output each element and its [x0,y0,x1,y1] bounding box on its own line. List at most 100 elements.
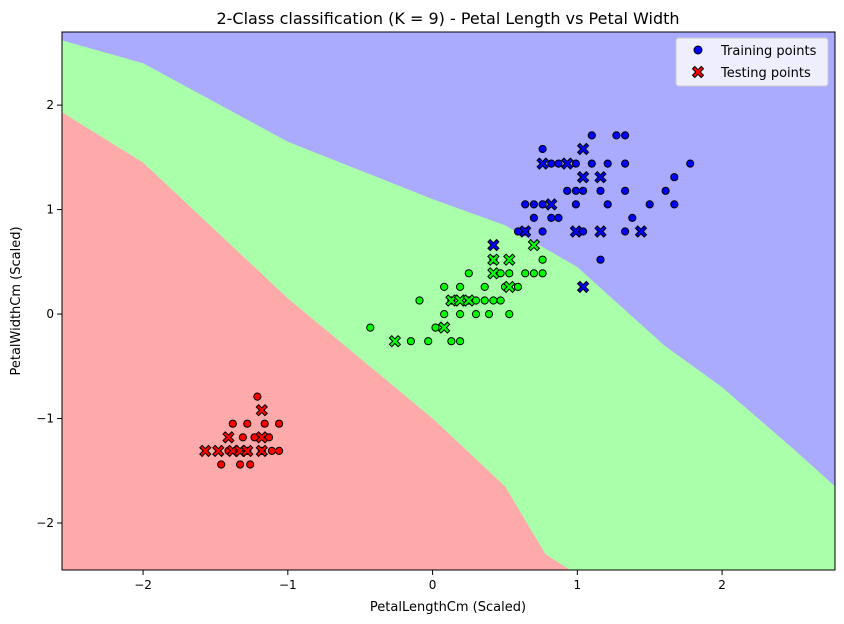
testing-point [594,170,607,184]
training-point [264,433,274,442]
testing-point [199,444,212,458]
training-point [246,460,255,469]
training-point [538,255,547,264]
training-point [440,282,449,291]
training-point [621,227,630,236]
x-tick-label: −2 [134,578,152,592]
y-tick-label: −2 [36,516,54,530]
testing-point [462,294,476,307]
y-axis-ticks: −2 −1 0 1 2 [36,98,62,530]
testing-point [437,321,451,334]
training-point [621,186,630,195]
testing-point [222,431,235,444]
training-point [538,227,547,236]
training-point [275,419,284,428]
training-point [243,419,252,428]
training-point [579,227,588,236]
training-point [250,433,259,442]
training-point [670,173,679,182]
y-tick-label: 0 [46,307,54,321]
training-point [621,131,630,140]
x-tick-label: 0 [429,578,437,592]
legend-testing-label: Testing points [720,66,811,81]
training-point [217,460,226,469]
training-point [587,159,596,168]
legend-training-label: Training points [720,44,817,59]
training-point [253,392,262,401]
training-point [621,159,630,168]
testing-point [634,225,648,238]
training-point [267,446,276,455]
chart-title: 2-Class classification (K = 9) - Petal L… [216,9,679,28]
testing-point [594,225,607,238]
data-points-layer [199,131,695,469]
training-point [538,144,547,154]
testing-point [255,403,269,417]
testing-point [241,444,254,458]
testing-point [569,225,583,238]
training-point [529,200,539,209]
y-tick-label: 2 [46,98,54,112]
training-point [571,200,581,209]
testing-point [445,294,458,307]
testing-point [576,142,590,156]
training-point [484,310,494,319]
decision-region-class-0 [62,112,571,570]
x-axis-label: PetalLengthCm (Scaled) [370,600,526,615]
training-point [513,282,523,291]
testing-point [212,444,225,458]
training-point [596,255,605,264]
x-tick-label: 2 [718,578,726,592]
x-tick-label: −1 [279,578,297,592]
testing-point [503,280,516,294]
training-point [431,323,440,332]
training-point [563,186,572,195]
training-point [260,419,269,428]
training-point [238,433,247,442]
testing-point [518,225,532,238]
testing-point [388,334,402,348]
training-point [505,310,514,319]
plot-area: −2 −1 0 1 2 −2 −1 0 1 2 [36,31,836,592]
training-point [529,213,539,222]
training-point [366,323,375,332]
training-point [538,269,547,278]
legend-testing-marker [691,65,705,79]
training-point [489,296,498,305]
y-tick-label: 1 [46,203,54,217]
training-point [670,200,679,209]
testing-point [487,238,500,252]
training-point [596,186,605,195]
testing-point [255,444,269,458]
training-point [480,282,489,291]
training-point [424,337,433,346]
legend-training-marker [693,45,703,55]
training-point [554,159,563,168]
training-point [547,159,556,168]
training-point [440,310,449,319]
testing-point [576,170,590,184]
y-tick-label: −1 [36,412,54,426]
training-point [603,200,612,209]
training-point [406,337,415,346]
training-point [587,131,596,140]
training-point [538,200,547,209]
training-point [628,213,637,222]
training-point [496,269,505,278]
training-point [521,200,530,209]
testing-point [453,294,467,307]
testing-point [487,253,500,266]
training-point [447,337,456,346]
training-point [456,337,465,346]
training-point [464,269,473,278]
training-point [603,159,612,168]
training-point [236,460,245,469]
training-point [456,282,465,291]
testing-point [560,157,574,170]
training-point [645,200,654,209]
training-point [661,186,670,195]
training-point [228,419,237,428]
training-point [456,310,465,319]
training-point [579,186,588,195]
